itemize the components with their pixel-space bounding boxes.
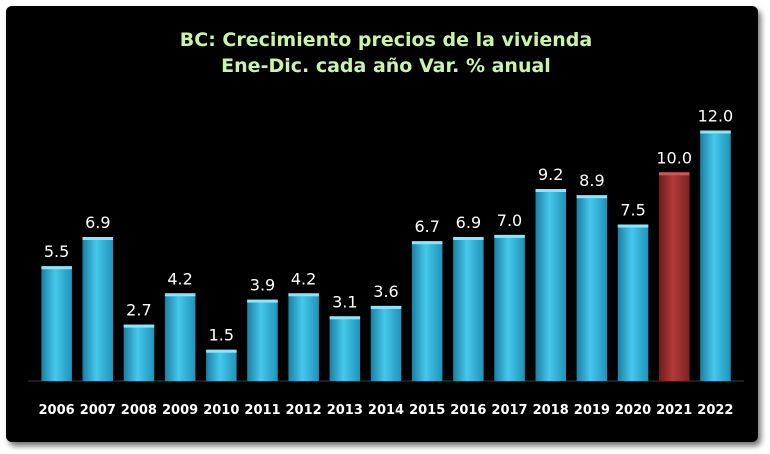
value-label-2019: 8.9 (579, 171, 604, 190)
bar-top-highlight-2017 (494, 234, 525, 238)
x-tick-label-2012: 2012 (286, 403, 322, 418)
value-label-2016: 6.9 (456, 213, 481, 232)
bar-2008 (123, 324, 155, 381)
value-label-2006: 5.5 (44, 242, 69, 261)
bar-2013 (329, 316, 361, 381)
value-label-2021: 10.0 (656, 148, 692, 167)
value-label-2012: 4.2 (291, 269, 316, 288)
value-label-2017: 7.0 (497, 211, 522, 230)
x-tick-label-2018: 2018 (533, 403, 569, 418)
x-tick-label-2017: 2017 (491, 403, 527, 418)
bar-top-highlight-2020 (617, 224, 649, 228)
bar-top-highlight-2012 (288, 293, 319, 297)
bar-top-highlight-2013 (329, 316, 361, 320)
bar-top-highlight-2014 (370, 305, 402, 309)
x-tick-label-2014: 2014 (368, 403, 404, 418)
bar-2009 (164, 293, 196, 381)
bar-2021 (659, 172, 690, 381)
x-tick-label-2021: 2021 (656, 403, 692, 418)
value-label-2022: 12.0 (698, 107, 734, 126)
value-label-2008: 2.7 (126, 301, 151, 320)
value-label-2018: 9.2 (538, 165, 563, 184)
value-label-2014: 3.6 (373, 282, 398, 301)
bar-top-highlight-2018 (535, 189, 566, 192)
bar-2020 (617, 224, 649, 381)
value-label-2007: 6.9 (85, 213, 110, 232)
bar-top-highlight-2006 (41, 266, 72, 270)
bar-2016 (453, 237, 484, 381)
bar-2018 (535, 189, 566, 381)
chart-frame: BC: Crecimiento precios de la vivienda E… (6, 6, 758, 442)
x-tick-labels-group: 2006 2007 2008 2009 2010 2011 2012 2013 2014 2015… (39, 403, 734, 418)
bar-2022 (700, 130, 731, 381)
bar-top-highlight-2009 (164, 293, 196, 297)
bar-top-highlight-2016 (453, 237, 484, 240)
x-tick-label-2013: 2013 (327, 403, 363, 418)
bar-2012 (288, 293, 319, 381)
x-tick-label-2015: 2015 (409, 403, 445, 418)
x-tick-label-2019: 2019 (574, 403, 610, 418)
bar-top-highlight-2008 (123, 324, 155, 328)
value-label-2015: 6.7 (414, 217, 439, 236)
value-labels-group: 5.5 6.9 2.7 4.2 1.5 3.9 4.2 3.1 3.6 6.7 6.9 7.0 9.2 8… (44, 107, 733, 345)
bar-top-highlight-2022 (700, 130, 731, 134)
x-tick-label-2009: 2009 (162, 403, 198, 418)
bar-chart: BC: Crecimiento precios de la vivienda E… (28, 29, 744, 418)
value-label-2011: 3.9 (250, 276, 275, 295)
bar-2006 (41, 266, 72, 381)
bar-top-highlight-2015 (411, 241, 443, 245)
x-tick-label-2010: 2010 (203, 403, 239, 418)
chart-title: BC: Crecimiento precios de la vivienda (180, 29, 592, 51)
bar-top-highlight-2019 (576, 195, 608, 199)
x-tick-label-2008: 2008 (121, 403, 157, 418)
bar-2019 (576, 195, 608, 381)
x-tick-label-2006: 2006 (39, 403, 75, 418)
bar-top-highlight-2010 (206, 349, 237, 353)
bar-top-highlight-2007 (82, 237, 113, 240)
value-label-2009: 4.2 (167, 269, 192, 288)
value-label-2020: 7.5 (620, 201, 645, 220)
x-tick-label-2016: 2016 (450, 403, 486, 418)
bar-2017 (494, 234, 525, 381)
value-label-2010: 1.5 (209, 326, 234, 345)
bar-top-highlight-2011 (247, 299, 278, 303)
bar-2010 (206, 349, 237, 381)
bar-2014 (370, 305, 402, 381)
bar-top-highlight-2021 (659, 172, 690, 176)
chart-subtitle: Ene-Dic. cada año Var. % anual (221, 55, 551, 77)
x-tick-label-2020: 2020 (615, 403, 651, 418)
bars-group (41, 130, 731, 381)
x-tick-label-2022: 2022 (697, 403, 733, 418)
x-tick-label-2011: 2011 (244, 403, 280, 418)
bar-2015 (411, 241, 443, 381)
value-label-2013: 3.1 (332, 292, 357, 311)
bar-2007 (82, 237, 113, 381)
bar-2011 (247, 299, 278, 381)
x-tick-label-2007: 2007 (80, 403, 116, 418)
